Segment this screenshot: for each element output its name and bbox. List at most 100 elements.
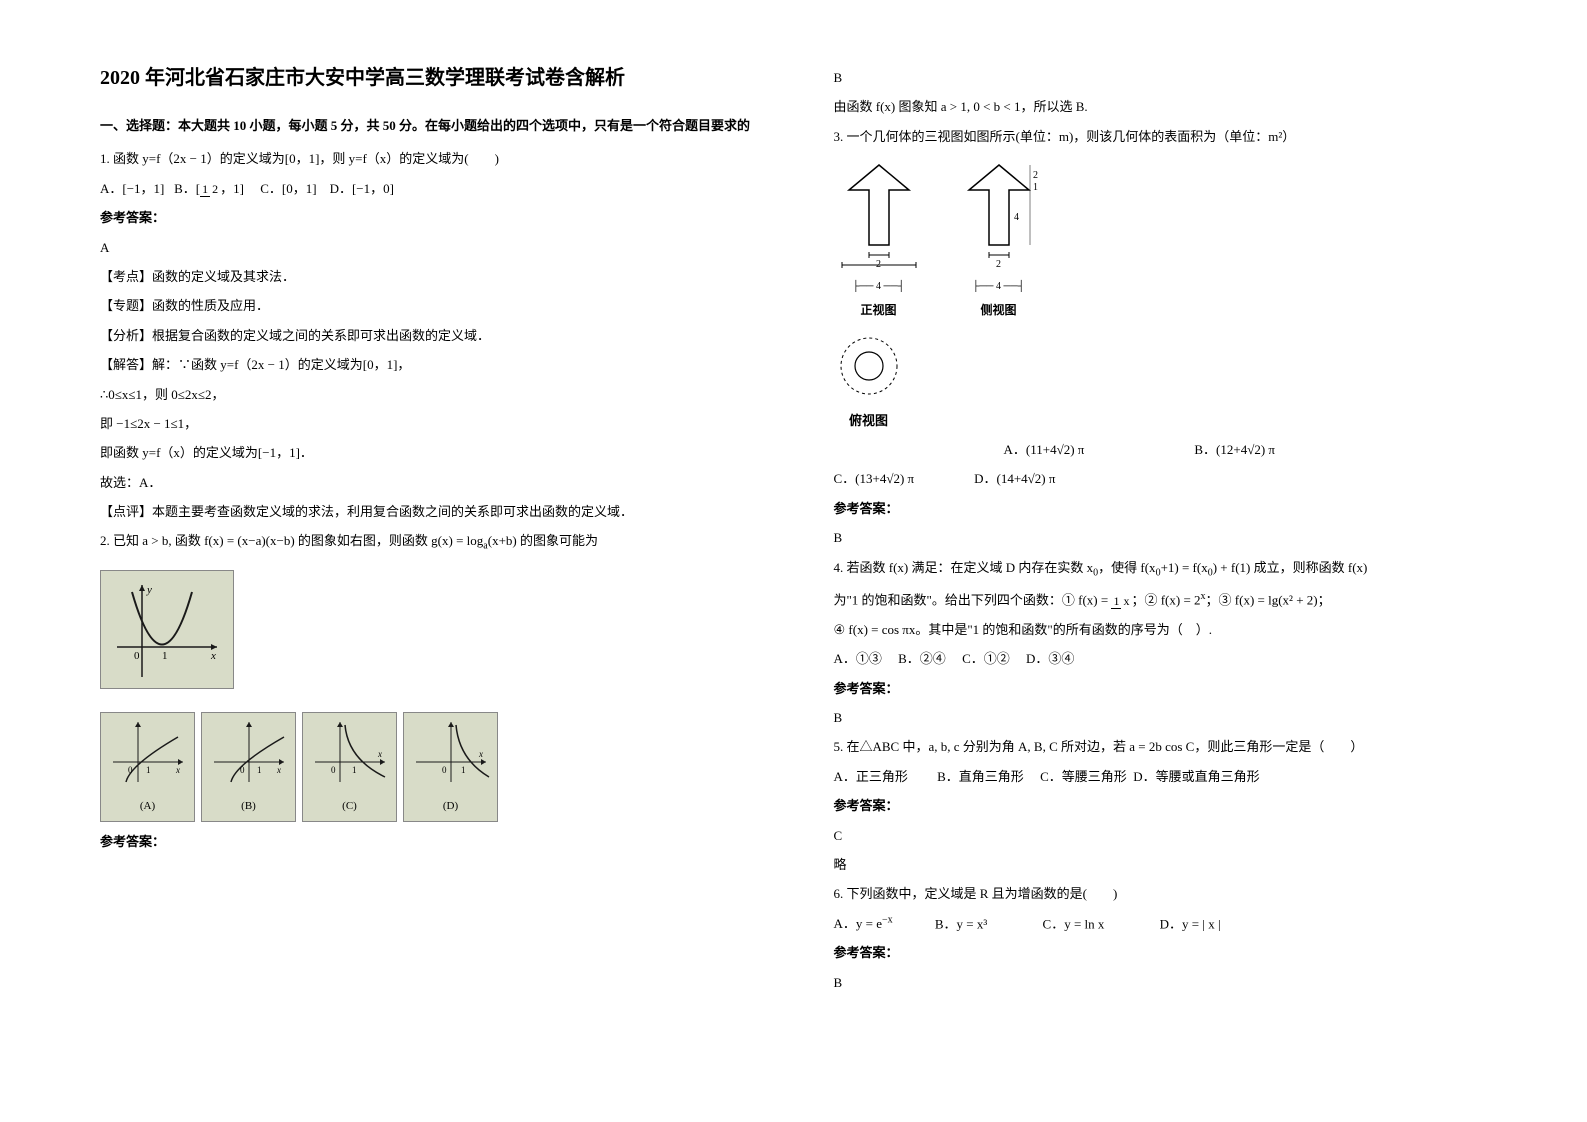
top-view-icon bbox=[834, 331, 904, 401]
q5-stem: 5. 在△ABC 中，a, b, c 分别为角 A, B, C 所对边，若 a … bbox=[834, 735, 1488, 758]
q1-note4: 【解答】解：∵函数 y=f（2x − 1）的定义域为[0，1]， bbox=[100, 353, 754, 376]
log-graph-a-icon: 0 1 x bbox=[108, 717, 188, 787]
q4-opt-c: C．①② bbox=[962, 651, 1010, 666]
q2-main-graph: y x 0 1 bbox=[100, 570, 234, 689]
q5-opt-b: B．直角三角形 bbox=[937, 769, 1024, 784]
dim-4h: 4 bbox=[1014, 212, 1019, 223]
q6-answer-label: 参考答案： bbox=[834, 941, 1488, 964]
q3-front-view: 2 ├── 4 ──┤ 正视图 bbox=[834, 160, 924, 321]
log-graph-c-icon: 0 1 x bbox=[310, 717, 390, 787]
svg-text:x: x bbox=[377, 749, 382, 759]
q5-opt-c: C．等腰三角形 bbox=[1040, 769, 1127, 784]
q4-options: A．①③ B．②④ C．①② D．③④ bbox=[834, 647, 1488, 670]
q4-answer: B bbox=[834, 706, 1488, 729]
q2-opt-c-box: 0 1 x (C) bbox=[302, 712, 397, 821]
q1-note1: 【考点】函数的定义域及其求法． bbox=[100, 265, 754, 288]
q1-opt-d: D．[−1，0] bbox=[330, 181, 394, 196]
q4-opt-b: B．②④ bbox=[898, 651, 946, 666]
q2-opt-b-label: (B) bbox=[206, 797, 291, 817]
q5-opt-a: A．正三角形 bbox=[834, 769, 908, 784]
svg-text:1: 1 bbox=[146, 765, 151, 775]
q4-l2c: ；② f(x) = 2 bbox=[1131, 592, 1200, 607]
q6-answer: B bbox=[834, 971, 1488, 994]
q4-g: ) + f(1) 成立，则称函数 f(x) bbox=[1213, 560, 1368, 575]
q5-answer-label: 参考答案： bbox=[834, 794, 1488, 817]
q6-stem: 6. 下列函数中，定义域是 R 且为增函数的是( ) bbox=[834, 882, 1488, 905]
q4-l2e: ；③ f(x) = lg(x² + 2)； bbox=[1206, 592, 1331, 607]
svg-text:1: 1 bbox=[257, 765, 262, 775]
svg-text:1: 1 bbox=[352, 765, 357, 775]
q1-note3: 【分析】根据复合函数的定义域之间的关系即可求出函数的定义域． bbox=[100, 324, 754, 347]
q1-note5: ∴0≤x≤1，则 0≤2x≤2， bbox=[100, 383, 754, 406]
q1-answer: A bbox=[100, 236, 754, 259]
svg-text:x: x bbox=[478, 749, 483, 759]
q4-e: +1) = f(x bbox=[1161, 560, 1208, 575]
q2-opt-b-box: 0 1 x (B) bbox=[201, 712, 296, 821]
q3-front-label: 正视图 bbox=[834, 300, 924, 322]
q5-options: A．正三角形 B．直角三角形 C．等腰三角形 D．等腰或直角三角形 bbox=[834, 765, 1488, 788]
q5-opt-d: D．等腰或直角三角形 bbox=[1133, 769, 1259, 784]
q5-answer: C bbox=[834, 824, 1488, 847]
q2-answer-label: 参考答案： bbox=[100, 830, 754, 853]
q2-stem-c: (x+b) 的图象可能为 bbox=[488, 533, 598, 548]
parabola-graph-icon: y x 0 1 bbox=[107, 577, 227, 682]
q4-opt-a: A．①③ bbox=[834, 651, 882, 666]
dim-tri: 2 bbox=[1033, 170, 1038, 181]
q6-opt-b: B．y = x³ bbox=[935, 916, 987, 931]
q3-answer: B bbox=[834, 526, 1488, 549]
q2-answer: B bbox=[834, 66, 1488, 89]
q2-stem-a: 2. 已知 a > b, 函数 f(x) = (x−a)(x−b) 的图象如右图… bbox=[100, 533, 483, 548]
q4-c: ，使得 f(x bbox=[1098, 560, 1155, 575]
q1-note2: 【专题】函数的性质及应用． bbox=[100, 294, 754, 317]
page-title: 2020 年河北省石家庄市大安中学高三数学理联考试卷含解析 bbox=[100, 60, 754, 96]
q1-opt-a: A．[−1，1] bbox=[100, 181, 164, 196]
q1-answer-label: 参考答案： bbox=[100, 206, 754, 229]
svg-text:x: x bbox=[210, 650, 216, 662]
q1-note7: 即函数 y=f（x）的定义域为[−1，1]． bbox=[100, 441, 754, 464]
q2-reason: 由函数 f(x) 图象知 a > 1, 0 < b < 1，所以选 B. bbox=[834, 95, 1488, 118]
q6-opt-d: D．y = | x | bbox=[1160, 916, 1221, 931]
dim-2b: 2 bbox=[996, 259, 1001, 270]
svg-text:1: 1 bbox=[162, 650, 168, 662]
front-view-icon: 2 bbox=[834, 160, 924, 270]
svg-text:1: 1 bbox=[461, 765, 466, 775]
q3-opt-b: B．(12+4√2) π bbox=[1194, 438, 1275, 461]
q4-answer-label: 参考答案： bbox=[834, 677, 1488, 700]
svg-text:x: x bbox=[276, 765, 281, 775]
left-column: 2020 年河北省石家庄市大安中学高三数学理联考试卷含解析 一、选择题：本大题共… bbox=[100, 60, 754, 1000]
q2-stem: 2. 已知 a > b, 函数 f(x) = (x−a)(x−b) 的图象如右图… bbox=[100, 529, 754, 556]
q1-optb-pre: B．[ bbox=[174, 181, 200, 196]
svg-text:0: 0 bbox=[134, 650, 140, 662]
right-column: B 由函数 f(x) 图象知 a > 1, 0 < b < 1，所以选 B. 3… bbox=[834, 60, 1488, 1000]
q3-options-2: C．(13+4√2) π D．(14+4√2) π bbox=[834, 467, 1488, 490]
svg-text:y: y bbox=[146, 584, 152, 596]
q4-a: 4. 若函数 f(x) 满足：在定义域 D 内存在实数 x bbox=[834, 560, 1094, 575]
q1-opt-b: B．[12，1] bbox=[174, 181, 247, 196]
q1-options: A．[−1，1] B．[12，1] C．[0，1] D．[−1，0] bbox=[100, 177, 754, 200]
q2-opt-d-label: (D) bbox=[408, 797, 493, 817]
q3-opt-d: D．(14+4√2) π bbox=[974, 467, 1055, 490]
q6-a-pre: A．y = e bbox=[834, 916, 883, 931]
q2-opt-a-box: 0 1 x (A) bbox=[100, 712, 195, 821]
section-heading: 一、选择题：本大题共 10 小题，每小题 5 分，共 50 分。在每小题给出的四… bbox=[100, 114, 754, 137]
dim-4a: 4 bbox=[876, 281, 881, 292]
q1-opt-c: C．[0，1] bbox=[260, 181, 316, 196]
q2-opt-c-label: (C) bbox=[307, 797, 392, 817]
q3-stem: 3. 一个几何体的三视图如图所示(单位：m)，则该几何体的表面积为（单位：m²） bbox=[834, 125, 1488, 148]
side-view-icon: 2 2 1 4 bbox=[954, 160, 1044, 270]
q2-option-row: 0 1 x (A) 0 1 x (B) bbox=[100, 712, 754, 821]
q1-note8: 故选：A． bbox=[100, 471, 754, 494]
q3-options-1: A．(11+4√2) π B．(12+4√2) π bbox=[834, 438, 1488, 461]
q3-answer-label: 参考答案： bbox=[834, 497, 1488, 520]
svg-text:x: x bbox=[175, 765, 180, 775]
log-graph-b-icon: 0 1 x bbox=[209, 717, 289, 787]
q4-stem-3: ④ f(x) = cos πx。其中是"1 的饱和函数"的所有函数的序号为（ ）… bbox=[834, 618, 1488, 641]
svg-text:0: 0 bbox=[128, 765, 133, 775]
dim-1: 1 bbox=[1033, 182, 1038, 193]
q1-note6: 即 −1≤2x − 1≤1， bbox=[100, 412, 754, 435]
q3-opt-c: C．(13+4√2) π bbox=[834, 467, 915, 490]
q1-optb-post: ，1] bbox=[220, 181, 244, 196]
q4-l2a: 为"1 的饱和函数"。给出下列四个函数：① bbox=[834, 592, 1079, 607]
q5-note: 略 bbox=[834, 853, 1488, 876]
svg-text:0: 0 bbox=[240, 765, 245, 775]
